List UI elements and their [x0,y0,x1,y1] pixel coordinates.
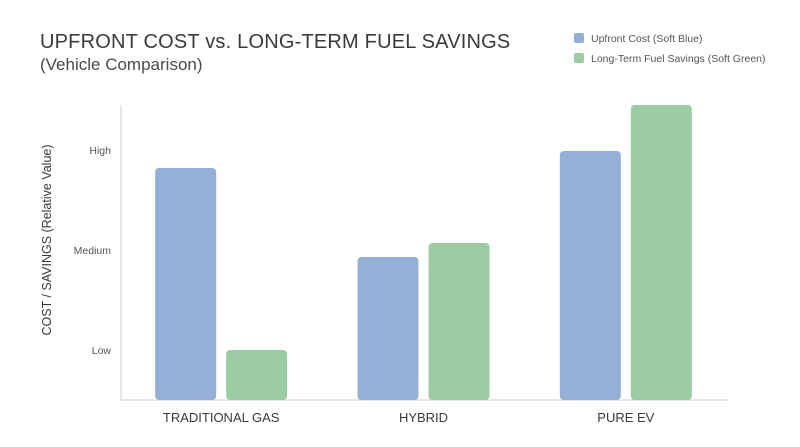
y-tick-labels: Low Medium High [74,145,112,357]
y-axis-label: COST / SAVINGS (Relative Value) [40,144,54,335]
legend-entry: Upfront Cost (Soft Blue) [591,33,702,45]
legend-swatch [574,33,584,43]
x-tick-label: HYBRID [399,410,448,425]
y-tick-label: Low [92,345,112,357]
chart-title: UPFRONT COST vs. LONG-TERM FUEL SAVINGS [40,31,510,53]
bar-hybrid-series-2 [428,243,490,400]
bar-pure-ev-series-2 [630,105,692,400]
bars [155,105,692,400]
legend-swatch [574,53,584,63]
x-tick-label: PURE EV [597,410,654,425]
bar-hybrid-series-1 [357,257,419,400]
y-tick-label: High [89,145,111,157]
y-tick-label: Medium [74,245,112,257]
chart-subtitle: (Vehicle Comparison) [40,55,203,74]
legend-entry: Long-Term Fuel Savings (Soft Green) [591,53,766,65]
bar-traditional-gas-series-2 [226,350,288,400]
axes [120,105,728,401]
bar-pure-ev-series-1 [559,151,621,400]
legend: Upfront Cost (Soft Blue) Long-Term Fuel S… [574,33,766,65]
bar-traditional-gas-series-1 [155,168,217,400]
x-tick-labels: TRADITIONAL GAS HYBRID PURE EV [163,410,655,425]
x-tick-label: TRADITIONAL GAS [163,410,280,425]
